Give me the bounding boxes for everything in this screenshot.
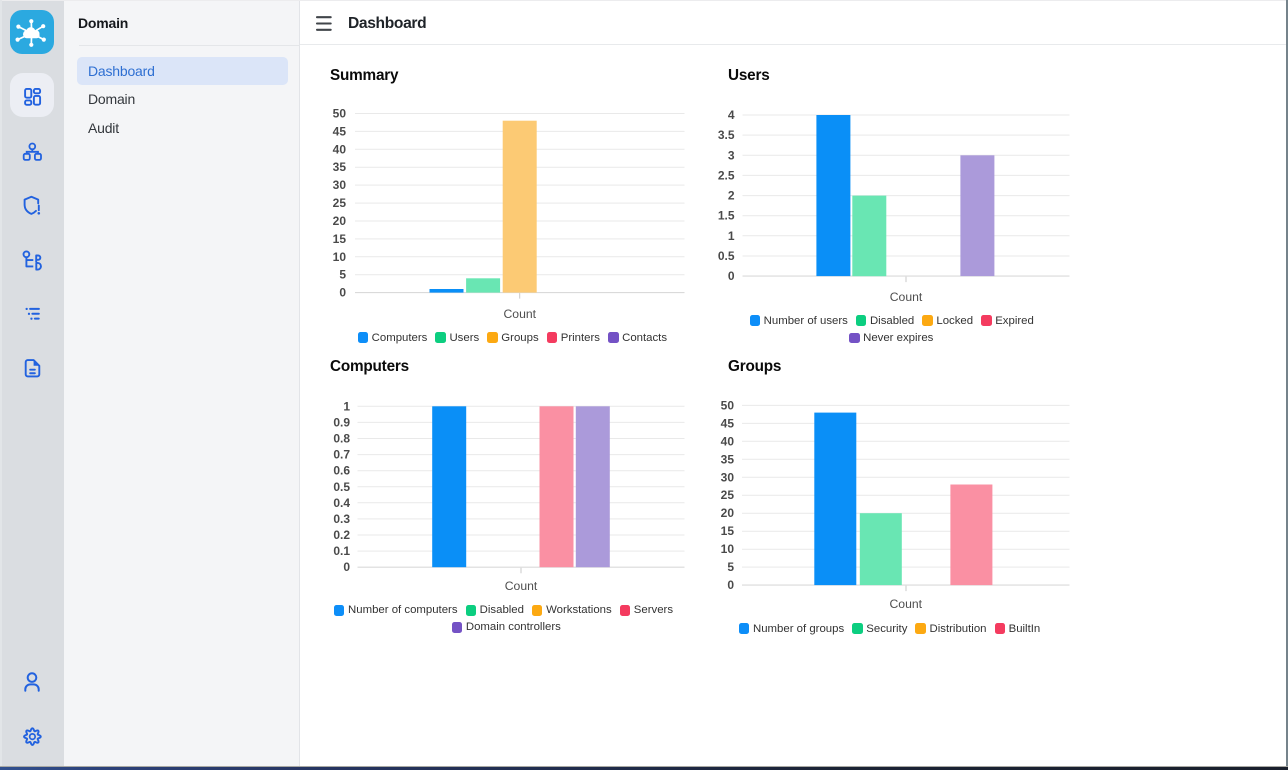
svg-text:0.5: 0.5 (333, 480, 350, 494)
svg-text:35: 35 (721, 452, 735, 466)
svg-text:20: 20 (721, 506, 735, 520)
svg-text:0: 0 (727, 578, 734, 592)
svg-text:45: 45 (333, 124, 347, 138)
svg-text:Count: Count (505, 579, 538, 593)
svg-text:0: 0 (343, 560, 350, 574)
svg-text:10: 10 (333, 250, 347, 264)
svg-text:35: 35 (333, 160, 347, 174)
svg-text:4: 4 (728, 108, 735, 122)
svg-text:40: 40 (721, 434, 735, 448)
svg-text:1: 1 (343, 399, 350, 413)
svg-text:0.7: 0.7 (333, 448, 350, 462)
svg-text:1: 1 (728, 229, 735, 243)
svg-text:5: 5 (727, 560, 734, 574)
svg-text:30: 30 (333, 178, 347, 192)
svg-text:20: 20 (333, 214, 347, 228)
svg-text:2: 2 (728, 189, 735, 203)
svg-text:15: 15 (721, 524, 735, 538)
svg-text:0: 0 (728, 269, 735, 283)
svg-text:30: 30 (721, 470, 735, 484)
svg-text:25: 25 (721, 488, 735, 502)
svg-text:0.3: 0.3 (333, 512, 350, 526)
svg-text:15: 15 (333, 232, 347, 246)
svg-text:0.6: 0.6 (333, 464, 350, 478)
svg-text:25: 25 (333, 196, 347, 210)
svg-text:40: 40 (333, 142, 347, 156)
svg-text:0: 0 (339, 286, 346, 300)
svg-text:0.9: 0.9 (333, 415, 350, 429)
svg-text:3.5: 3.5 (718, 128, 735, 142)
svg-text:50: 50 (721, 398, 735, 412)
svg-text:0.2: 0.2 (333, 528, 350, 542)
svg-text:0.8: 0.8 (333, 432, 350, 446)
svg-text:0.4: 0.4 (333, 496, 350, 510)
svg-text:Count: Count (890, 290, 923, 304)
svg-text:5: 5 (339, 268, 346, 282)
svg-text:0.5: 0.5 (718, 249, 735, 263)
svg-text:2.5: 2.5 (718, 168, 735, 182)
svg-text:Count: Count (503, 307, 536, 321)
svg-text:10: 10 (721, 542, 735, 556)
svg-text:50: 50 (333, 107, 347, 121)
svg-text:45: 45 (721, 416, 735, 430)
svg-text:0.1: 0.1 (333, 544, 350, 558)
svg-text:1.5: 1.5 (718, 209, 735, 223)
svg-text:3: 3 (728, 148, 735, 162)
svg-text:Count: Count (889, 597, 922, 611)
